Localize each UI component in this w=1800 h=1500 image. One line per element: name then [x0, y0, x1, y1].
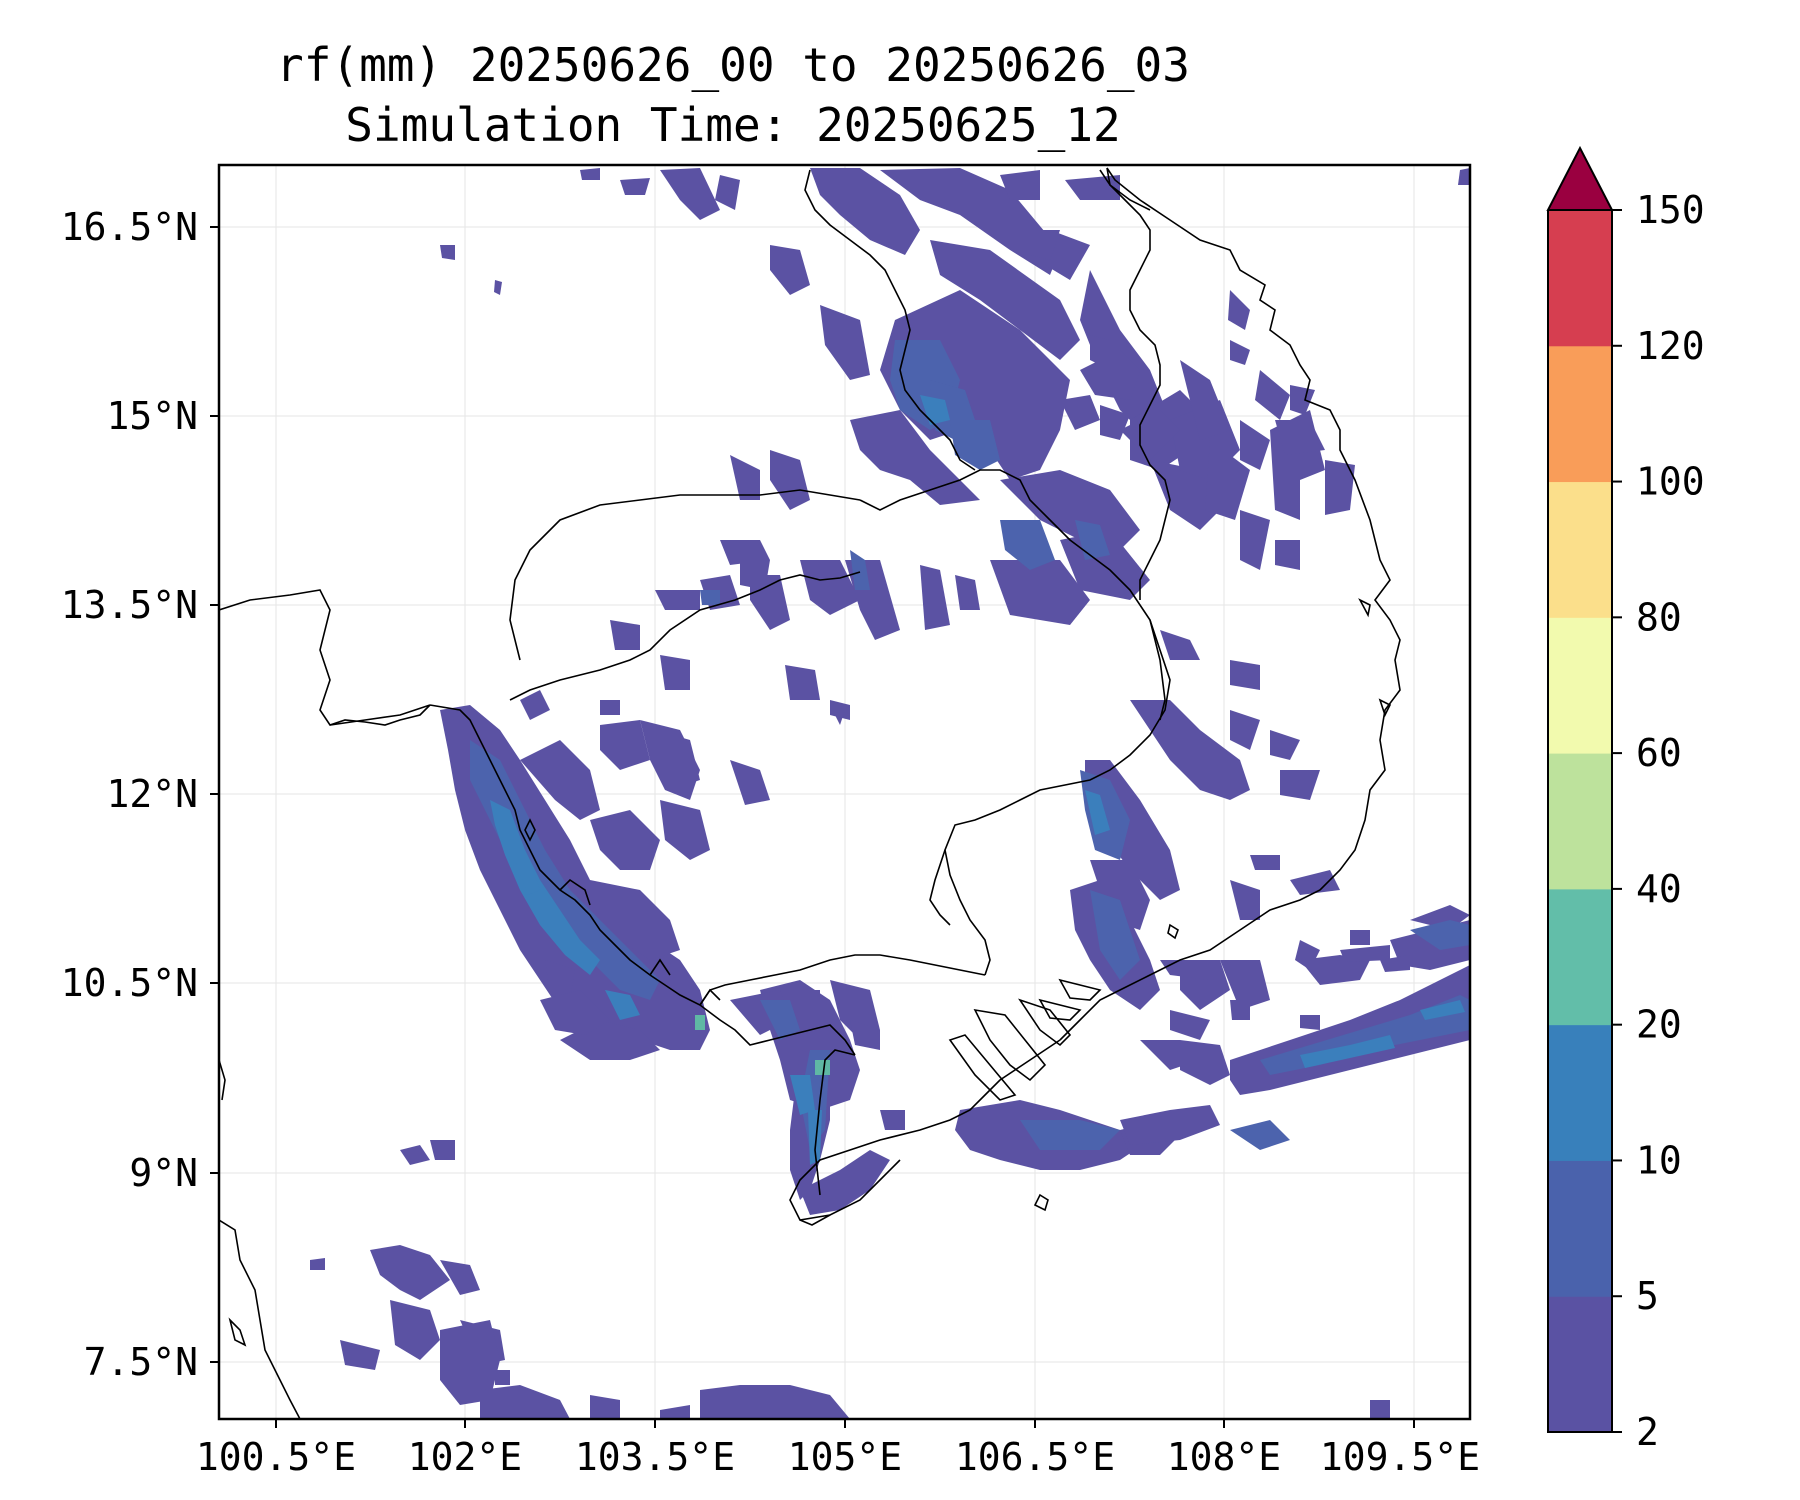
- lon-label: 103.5°E: [575, 1435, 735, 1479]
- axis-ticks: [210, 226, 1415, 1428]
- lon-label: 105°E: [788, 1435, 902, 1479]
- colorbar-frame: [1547, 210, 1613, 1433]
- colorbar: 2 5 10 20 40 60 80 100 120 150: [1546, 145, 1705, 1454]
- lat-label: 15°N: [106, 394, 198, 438]
- coastlines-borders: [219, 167, 1401, 1419]
- colorbar-segment: [1548, 753, 1612, 890]
- lon-label: 102°E: [408, 1435, 522, 1479]
- colorbar-label: 20: [1636, 1003, 1682, 1047]
- lon-label: 106.5°E: [955, 1435, 1115, 1479]
- lon-label: 109.5°E: [1320, 1435, 1480, 1479]
- colorbar-label: 60: [1636, 731, 1682, 775]
- colorbar-segment: [1548, 888, 1612, 1026]
- colorbar-label: 150: [1636, 188, 1705, 232]
- rainfall-heavy: [490, 395, 1465, 1165]
- colorbar-label: 120: [1636, 324, 1705, 368]
- lat-label: 10.5°N: [61, 961, 198, 1005]
- colorbar-segment: [1548, 345, 1612, 483]
- lat-label: 7.5°N: [84, 1340, 198, 1384]
- lat-label: 13.5°N: [61, 583, 198, 627]
- lat-label: 16.5°N: [61, 205, 198, 249]
- map-title: rf(mm) 20250626_00 to 20250626_03: [276, 38, 1190, 92]
- lon-label: 108°E: [1167, 1435, 1281, 1479]
- colorbar-label: 10: [1636, 1138, 1682, 1182]
- colorbar-label: 5: [1636, 1274, 1659, 1318]
- colorbar-segment: [1548, 481, 1612, 618]
- lat-label: 12°N: [106, 772, 198, 816]
- colorbar-extend-arrow: [1546, 145, 1614, 211]
- colorbar-label: 80: [1636, 595, 1682, 639]
- map-subtitle: Simulation Time: 20250625_12: [345, 98, 1121, 152]
- lat-label: 9°N: [129, 1151, 198, 1195]
- colorbar-segment: [1548, 1160, 1612, 1297]
- colorbar-segment: [1548, 1296, 1612, 1433]
- colorbar-segment: [1548, 1024, 1612, 1161]
- colorbar-segment: [1548, 617, 1612, 754]
- colorbar-segment: [1548, 210, 1612, 347]
- lon-label: 100.5°E: [196, 1435, 356, 1479]
- colorbar-label: 100: [1636, 460, 1705, 504]
- colorbar-label: 2: [1636, 1410, 1659, 1454]
- colorbar-label: 40: [1636, 867, 1682, 911]
- rainfall-very-heavy: [695, 1015, 830, 1075]
